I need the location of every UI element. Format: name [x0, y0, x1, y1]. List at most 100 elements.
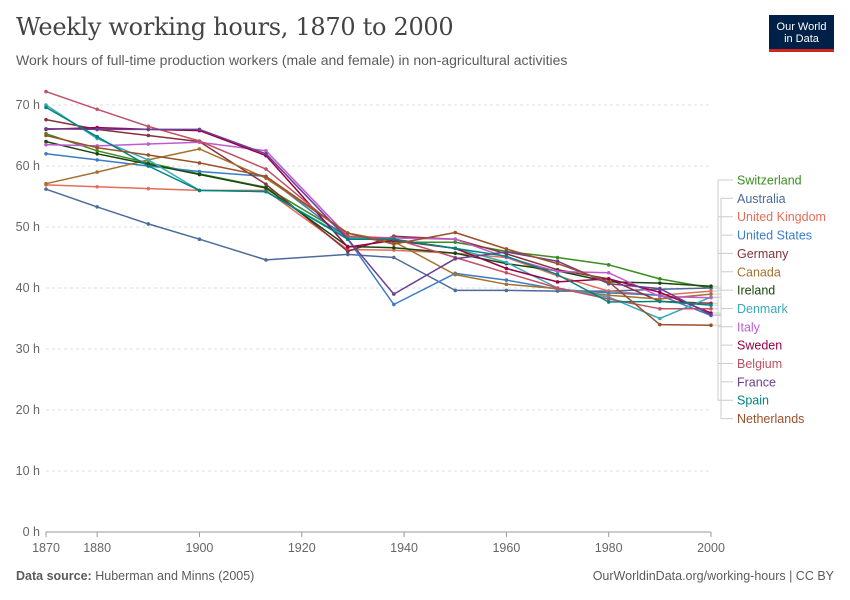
data-point-netherlands	[504, 247, 509, 251]
series-spain	[44, 105, 713, 307]
legend-label-italy: Italy	[737, 320, 761, 334]
legend-label-france: France	[737, 375, 776, 389]
data-point-switzerland	[95, 148, 99, 153]
data-point-ireland	[453, 251, 458, 256]
y-tick-label: 30 h	[16, 342, 40, 356]
legend-label-spain: Spain	[737, 394, 769, 408]
data-point-netherlands	[197, 161, 202, 165]
data-point-italy	[658, 294, 662, 299]
data-point-united-states	[504, 278, 509, 282]
data-point-denmark	[504, 260, 509, 265]
data-point-france	[146, 127, 151, 132]
y-tick-label: 20 h	[16, 403, 40, 417]
data-point-spain	[658, 299, 662, 304]
data-point-germany	[44, 117, 48, 122]
data-point-spain	[709, 303, 713, 307]
data-point-france	[658, 286, 662, 291]
y-tick-label: 40 h	[16, 281, 40, 295]
legend-label-netherlands: Netherlands	[737, 412, 804, 426]
owid-logo[interactable]: Our World in Data	[769, 15, 834, 52]
data-point-australia	[146, 222, 151, 226]
data-source-value[interactable]: Huberman and Minns (2005)	[95, 569, 255, 583]
data-point-belgium	[346, 234, 350, 238]
x-tick-label: 1940	[390, 541, 418, 555]
data-point-ireland	[44, 139, 48, 144]
data-point-germany	[264, 182, 268, 187]
data-point-france	[197, 127, 202, 132]
legend-connector-canada	[713, 271, 733, 295]
data-source-label: Data source:	[16, 569, 92, 583]
data-point-ireland	[264, 186, 268, 190]
series-line-switzerland	[45, 132, 712, 289]
x-tick-label: 1900	[186, 541, 214, 555]
data-point-belgium	[146, 124, 151, 129]
y-tick-label: 10 h	[16, 464, 40, 478]
data-point-netherlands	[95, 145, 99, 150]
data-point-canada	[95, 170, 99, 174]
data-point-ireland	[392, 245, 396, 250]
data-point-sweden	[346, 245, 350, 249]
data-point-netherlands	[264, 174, 268, 179]
data-point-france	[453, 256, 458, 261]
legend-connector-sweden	[713, 312, 733, 346]
data-point-netherlands	[146, 153, 151, 157]
data-point-netherlands	[658, 322, 662, 327]
data-point-italy	[44, 142, 48, 147]
data-point-italy	[709, 295, 713, 300]
data-point-sweden	[555, 280, 560, 284]
data-point-belgium	[44, 89, 48, 94]
legend-connector-spain	[713, 304, 733, 401]
data-point-italy	[453, 237, 458, 241]
legend-label-ireland: Ireland	[737, 284, 775, 298]
data-point-canada	[453, 272, 458, 277]
data-point-belgium	[197, 139, 202, 143]
data-point-ireland	[197, 172, 202, 177]
legend-label-switzerland: Switzerland	[737, 174, 802, 188]
legend-connector-denmark	[713, 296, 733, 309]
legend-connector-australia	[713, 197, 733, 289]
data-point-united-states	[44, 152, 48, 156]
series-belgium	[44, 89, 713, 311]
data-point-netherlands	[346, 231, 350, 235]
legend-connector-germany	[713, 252, 733, 304]
y-tick-label: 50 h	[16, 220, 40, 234]
data-point-ireland	[658, 281, 662, 285]
data-point-belgium	[709, 306, 713, 311]
data-point-australia	[453, 288, 458, 293]
data-point-sweden	[504, 266, 509, 271]
data-point-france	[709, 313, 713, 317]
data-point-netherlands	[709, 323, 713, 328]
data-source: Data source: Huberman and Minns (2005)	[16, 569, 254, 583]
data-point-canada	[197, 147, 202, 151]
data-point-belgium	[555, 286, 560, 290]
data-point-sweden	[658, 290, 662, 295]
url-license[interactable]: OurWorldinData.org/working-hours | CC BY	[592, 569, 834, 583]
data-point-united-kingdom	[709, 289, 713, 293]
chart-subtitle: Work hours of full-time production worke…	[16, 52, 568, 68]
data-point-australia	[44, 187, 48, 191]
data-point-belgium	[606, 297, 611, 301]
data-point-spain	[555, 272, 560, 277]
data-point-australia	[346, 252, 350, 257]
data-point-australia	[504, 288, 509, 293]
data-point-united-kingdom	[146, 186, 151, 191]
data-point-spain	[504, 254, 509, 259]
data-point-united-states	[392, 302, 396, 307]
y-tick-label: 60 h	[16, 159, 40, 173]
data-point-netherlands	[392, 242, 396, 246]
chart-title: Weekly working hours, 1870 to 2000	[16, 13, 454, 41]
data-point-netherlands	[44, 133, 48, 138]
data-point-switzerland	[453, 240, 458, 245]
data-point-netherlands	[555, 261, 560, 266]
legend-connector-netherlands	[713, 324, 733, 420]
data-point-italy	[264, 148, 268, 153]
x-tick-label: 1920	[288, 541, 316, 555]
data-point-canada	[44, 181, 48, 186]
series-united-states	[44, 152, 713, 318]
data-point-spain	[453, 246, 458, 251]
data-point-denmark	[146, 158, 151, 162]
data-point-italy	[146, 142, 151, 146]
series-line-denmark	[45, 104, 712, 320]
data-point-switzerland	[658, 277, 662, 281]
